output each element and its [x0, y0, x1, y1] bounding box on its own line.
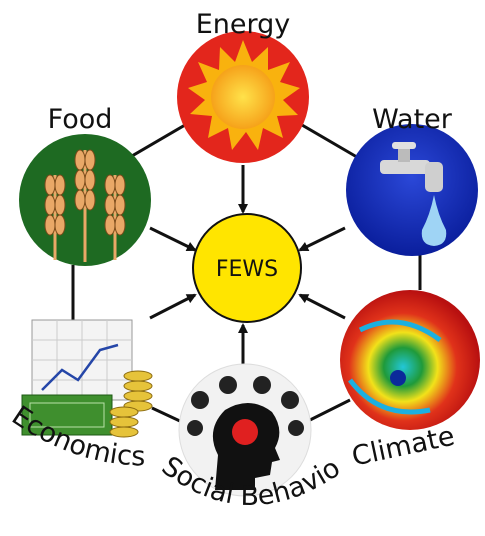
center-label: FEWS: [216, 257, 278, 282]
fews-diagram: Energy Food Water FEWS: [0, 0, 485, 536]
energy-icon: [177, 31, 309, 163]
node-label: Water: [372, 104, 453, 135]
node-label: Food: [48, 104, 113, 135]
food-icon: [19, 134, 151, 266]
climate-icon: [340, 290, 480, 430]
node-label: Energy: [196, 9, 291, 40]
water-icon: [346, 124, 478, 256]
